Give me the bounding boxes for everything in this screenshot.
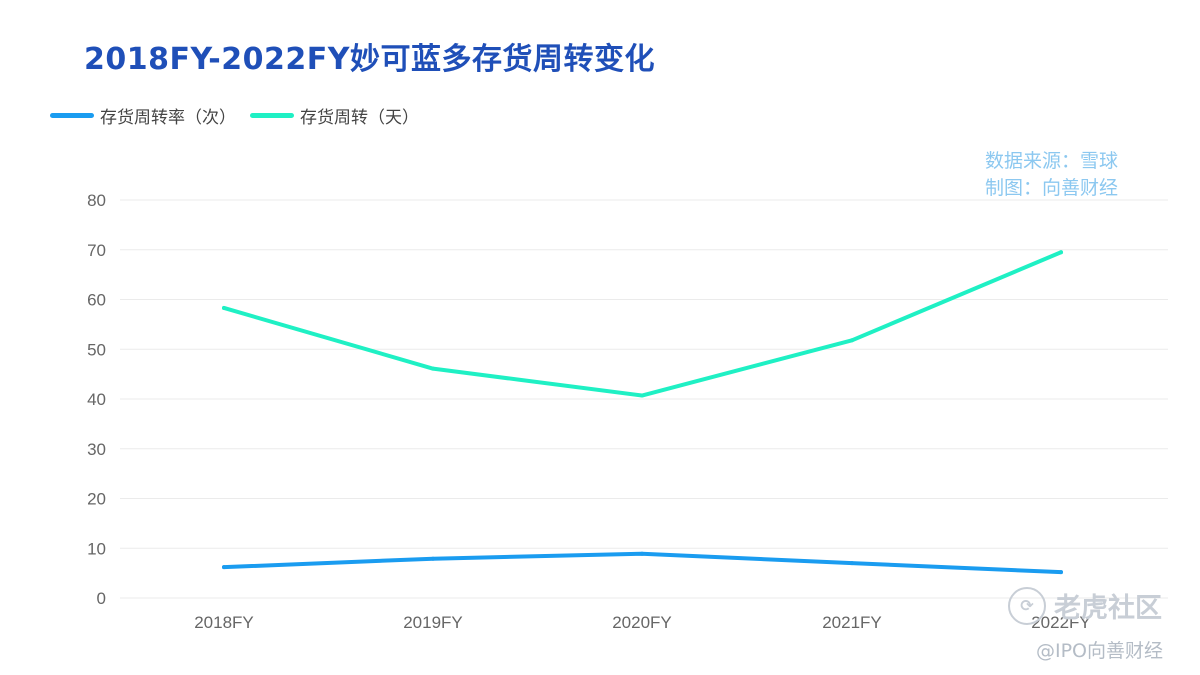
data-point[interactable] xyxy=(222,565,226,570)
source-line-author: 制图：向善财经 xyxy=(985,177,1119,199)
y-tick-label: 0 xyxy=(97,589,106,608)
x-tick-label: 2020FY xyxy=(612,613,672,632)
watermark-brand-text: 老虎社区 xyxy=(1054,593,1162,624)
y-tick-label: 80 xyxy=(87,191,106,210)
legend-label-turnover-days: 存货周转（天） xyxy=(300,108,419,128)
legend-swatch-turnover-days xyxy=(250,113,294,118)
tiger-logo-icon: ⟳ xyxy=(1008,586,1046,625)
y-tick-label: 50 xyxy=(87,340,106,359)
source-note: 数据来源：雪球 制图：向善财经 xyxy=(985,148,1118,202)
grid-lines xyxy=(120,199,1168,599)
x-tick-label: 2022FY xyxy=(1031,613,1091,632)
legend: 存货周转率（次） 存货周转（天） xyxy=(50,103,433,128)
series-lines xyxy=(222,250,1063,575)
legend-item-turnover-rate[interactable]: 存货周转率（次） xyxy=(50,103,236,128)
data-point[interactable] xyxy=(640,551,644,556)
y-tick-label: 70 xyxy=(87,241,106,260)
x-axis-ticks: 2018FY 2019FY 2020FY 2021FY 2022FY xyxy=(194,613,1091,632)
series-line-turnover-days[interactable] xyxy=(222,250,1063,398)
data-point[interactable] xyxy=(222,305,226,310)
source-line-data: 数据来源：雪球 xyxy=(985,150,1119,172)
data-point[interactable] xyxy=(1059,570,1063,575)
y-tick-label: 60 xyxy=(87,291,106,310)
data-point[interactable] xyxy=(431,556,435,561)
legend-swatch-turnover-rate xyxy=(50,113,94,118)
y-tick-label: 10 xyxy=(87,539,106,558)
y-tick-label: 20 xyxy=(87,490,106,509)
data-point[interactable] xyxy=(640,393,644,398)
y-tick-label: 30 xyxy=(87,440,106,459)
y-tick-label: 40 xyxy=(87,390,106,409)
y-axis-ticks: 0 10 20 30 40 50 60 70 80 xyxy=(87,191,106,608)
data-point[interactable] xyxy=(850,338,854,343)
legend-item-turnover-days[interactable]: 存货周转（天） xyxy=(250,103,419,128)
x-tick-label: 2018FY xyxy=(194,613,254,632)
legend-label-turnover-rate: 存货周转率（次） xyxy=(100,108,236,128)
data-point[interactable] xyxy=(850,561,854,566)
x-tick-label: 2021FY xyxy=(822,613,882,632)
chart-title: 2018FY-2022FY妙可蓝多存货周转变化 xyxy=(84,42,655,77)
watermark-handle: @IPO向善财经 xyxy=(1036,640,1164,662)
watermark-brand: ⟳ 老虎社区 xyxy=(1008,586,1162,625)
data-point[interactable] xyxy=(1059,250,1063,255)
data-point[interactable] xyxy=(431,366,435,371)
series-line-turnover-rate[interactable] xyxy=(222,551,1063,575)
x-tick-label: 2019FY xyxy=(403,613,463,632)
